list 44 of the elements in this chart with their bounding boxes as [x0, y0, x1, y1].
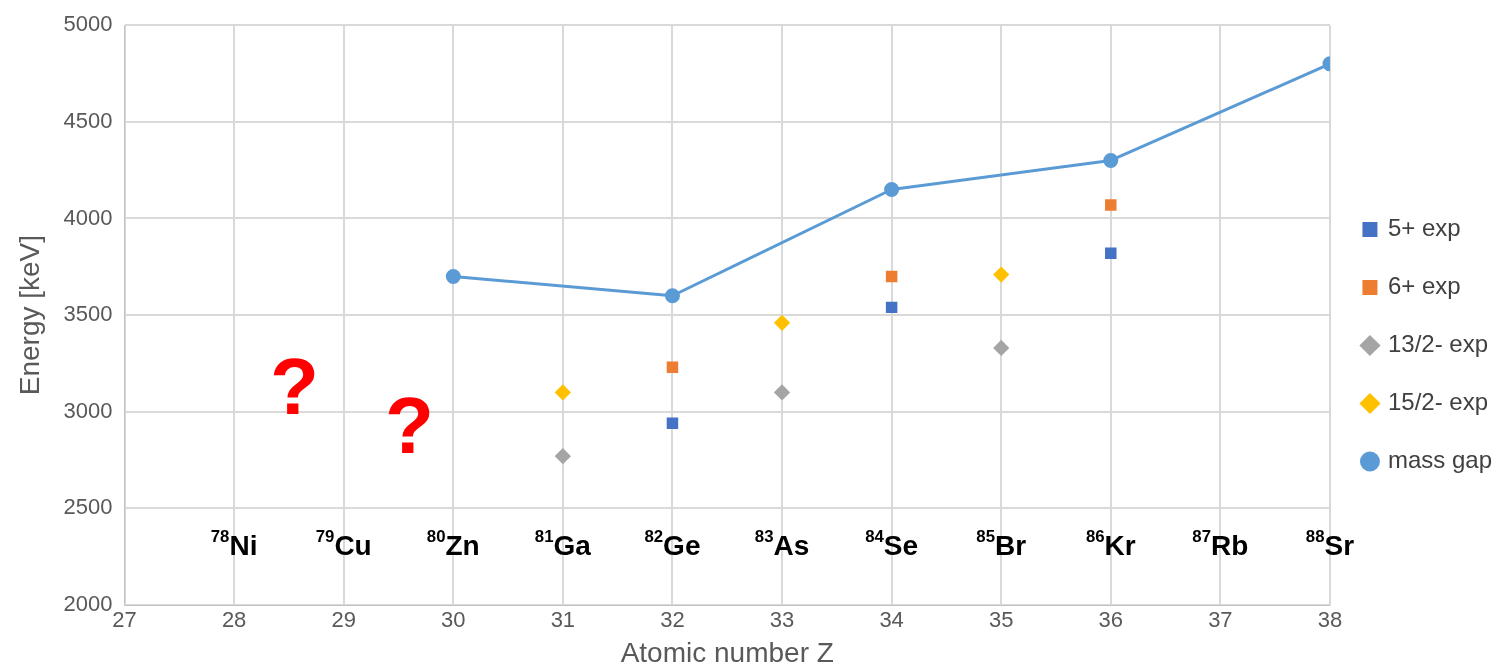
- x-tick-label: 28: [221, 607, 247, 633]
- x-tick-label: 34: [879, 607, 904, 633]
- point: [1105, 247, 1117, 259]
- y-tick-label: 4000: [63, 204, 113, 230]
- x-axis-title: Atomic number Z: [620, 636, 834, 668]
- point: [884, 181, 900, 197]
- x-tick-label: 30: [441, 607, 466, 633]
- x-tick-label: 38: [1317, 607, 1343, 633]
- y-axis-title: Energy [keV]: [13, 234, 45, 396]
- legend-label: 15/2- exp: [1387, 388, 1489, 416]
- point: [993, 340, 1009, 356]
- x-tick-label: 27: [112, 607, 137, 633]
- point: [666, 417, 679, 430]
- y-tick-label: 4500: [63, 107, 113, 133]
- point: [1103, 152, 1119, 168]
- x-tick-label: 37: [1208, 607, 1233, 633]
- x-tick-label: 32: [660, 607, 685, 633]
- x-tick-label: 33: [769, 607, 795, 633]
- x-tick-label: 31: [550, 607, 576, 633]
- y-tick-label: 5000: [63, 11, 113, 37]
- annotation: ?: [269, 342, 319, 432]
- point: [555, 384, 571, 400]
- legend-label: mass gap: [1387, 446, 1493, 474]
- point: [885, 270, 898, 283]
- legend-label: 6+ exp: [1387, 272, 1461, 300]
- x-tick-label: 36: [1098, 607, 1124, 633]
- point: [993, 267, 1009, 283]
- y-tick-label: 2000: [63, 591, 113, 617]
- y-tick-label: 2500: [63, 494, 113, 520]
- x-tick-label: 35: [988, 607, 1014, 633]
- annotation: ?: [385, 381, 434, 471]
- legend-label: 13/2- exp: [1387, 330, 1489, 358]
- legend-label: 5+ exp: [1387, 214, 1461, 242]
- x-tick-label: 29: [331, 607, 356, 633]
- y-tick-label: 3500: [63, 301, 113, 327]
- point: [555, 448, 571, 464]
- point: [445, 268, 461, 284]
- point: [1105, 199, 1117, 211]
- y-tick-label: 3000: [63, 397, 113, 423]
- point: [885, 301, 898, 314]
- point: [774, 384, 790, 400]
- point: [774, 315, 790, 331]
- point: [666, 361, 679, 374]
- point: [664, 288, 680, 304]
